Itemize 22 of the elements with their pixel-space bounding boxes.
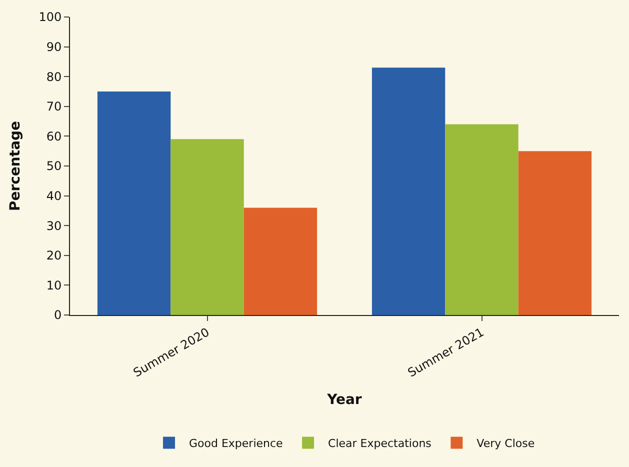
bar bbox=[445, 124, 518, 315]
y-tick-label: 0 bbox=[54, 308, 62, 322]
y-tick-label: 10 bbox=[46, 278, 62, 292]
y-tick-label: 100 bbox=[38, 10, 62, 24]
bar bbox=[518, 151, 592, 315]
y-axis-title: Percentage bbox=[7, 120, 24, 212]
y-tick-label: 90 bbox=[46, 40, 62, 54]
legend-label: Clear Expectations bbox=[328, 437, 432, 450]
y-tick-label: 50 bbox=[46, 159, 62, 174]
legend-label: Good Experience bbox=[189, 437, 284, 450]
y-tick-label: 40 bbox=[46, 189, 62, 203]
y-tick-label: 20 bbox=[46, 248, 62, 263]
y-tick-label: 70 bbox=[46, 100, 62, 114]
bar bbox=[97, 92, 171, 315]
legend-label: Very Close bbox=[476, 437, 535, 450]
y-tick-label: 60 bbox=[46, 129, 62, 144]
y-tick-label: 80 bbox=[46, 70, 62, 84]
y-tick-label: 30 bbox=[46, 218, 62, 233]
x-axis-title: Year bbox=[326, 392, 362, 408]
bar bbox=[170, 139, 244, 315]
bar bbox=[372, 68, 446, 315]
bar bbox=[244, 208, 318, 315]
